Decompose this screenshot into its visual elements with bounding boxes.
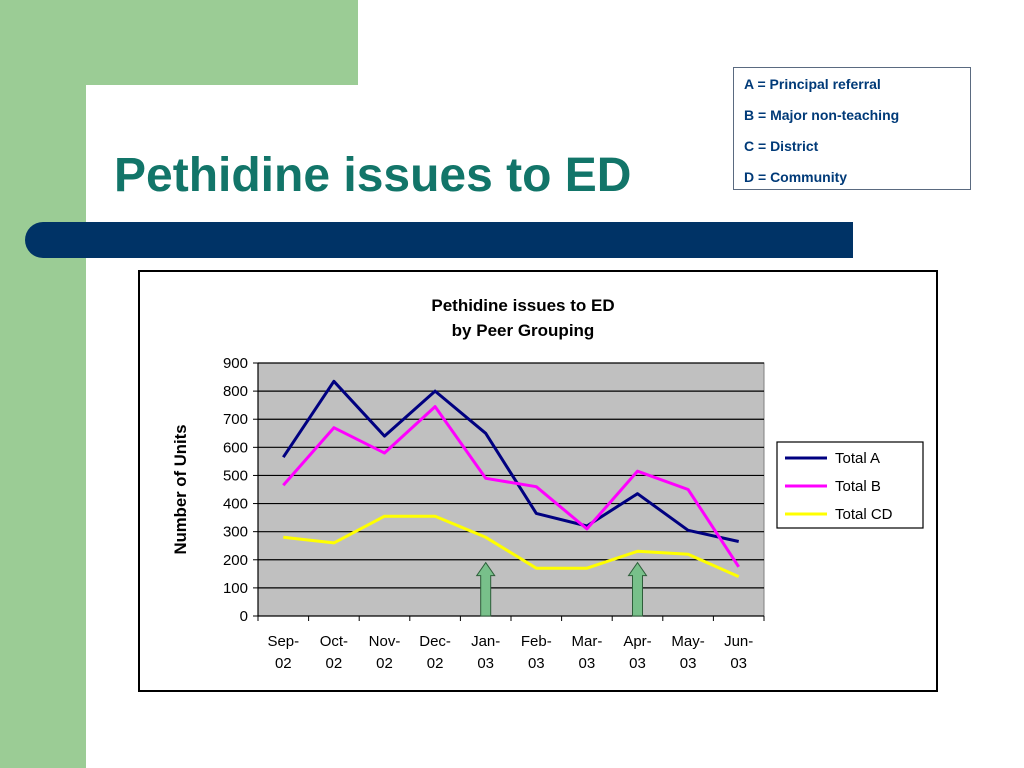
series-line-total-cd [283, 514, 740, 578]
x-tick-label: 02 [427, 655, 444, 672]
up-arrow-icon [627, 561, 648, 617]
y-tick-label: 400 [223, 496, 248, 513]
chart-frame: Pethidine issues to ED by Peer Grouping 0 1… [138, 270, 938, 692]
y-tick-label: 500 [223, 467, 248, 484]
x-tick-label: 03 [528, 655, 545, 672]
y-tick-label: 800 [223, 383, 248, 400]
y-tick-label: 200 [223, 552, 248, 569]
x-tick-label: Feb- [521, 633, 552, 650]
slide-title: Pethidine issues to ED [114, 149, 632, 202]
line-chart: Pethidine issues to ED by Peer Grouping 0 1… [171, 296, 924, 672]
key-item-a: A = Principal referral [744, 76, 881, 92]
x-tick-label: Apr- [623, 633, 651, 650]
peer-group-key: A = Principal referral B = Major non-tea… [733, 67, 971, 190]
y-tick-label: 300 [223, 524, 248, 541]
legend-label: Total A [835, 450, 880, 467]
key-item-d: D = Community [744, 169, 848, 185]
y-tick-label: 600 [223, 439, 248, 456]
x-tick-label: 02 [275, 655, 292, 672]
x-tick-label: 03 [680, 655, 697, 672]
x-tick-label: Oct- [320, 633, 348, 650]
series-line-total-a [282, 379, 740, 543]
x-tick-label: 02 [376, 655, 393, 672]
plot-area [257, 362, 765, 617]
x-tick-label: 03 [629, 655, 646, 672]
y-axis-label: Number of Units [171, 425, 190, 555]
y-tick-label: 100 [223, 580, 248, 597]
x-tick-label: Nov- [369, 633, 401, 650]
y-tick-label: 700 [223, 411, 248, 428]
legend-label: Total B [835, 478, 881, 495]
series-line-total-b [282, 405, 740, 568]
x-tick-label: 03 [477, 655, 494, 672]
x-tick-label: Mar- [571, 633, 602, 650]
top-green-block [86, 0, 358, 85]
x-tick-label: Jun- [724, 633, 753, 650]
y-tick-label: 0 [240, 608, 248, 625]
left-green-band [0, 0, 86, 768]
legend-label: Total CD [835, 506, 893, 523]
key-item-b: B = Major non-teaching [744, 107, 900, 123]
x-tick-label: Sep- [267, 633, 299, 650]
x-tick-label: Dec- [419, 633, 451, 650]
x-tick-label: Jan- [471, 633, 500, 650]
x-tick-label: 02 [326, 655, 343, 672]
x-tick-label: 03 [730, 655, 747, 672]
y-tick-label: 900 [223, 355, 248, 372]
up-arrow-icon [475, 561, 496, 617]
title-underline-bar [25, 222, 853, 258]
x-tick-label: May- [671, 633, 704, 650]
chart-title: Pethidine issues to ED [431, 296, 614, 315]
x-tick-label: 03 [579, 655, 596, 672]
chart-subtitle: by Peer Grouping [452, 321, 595, 340]
key-item-c: C = District [744, 138, 819, 154]
